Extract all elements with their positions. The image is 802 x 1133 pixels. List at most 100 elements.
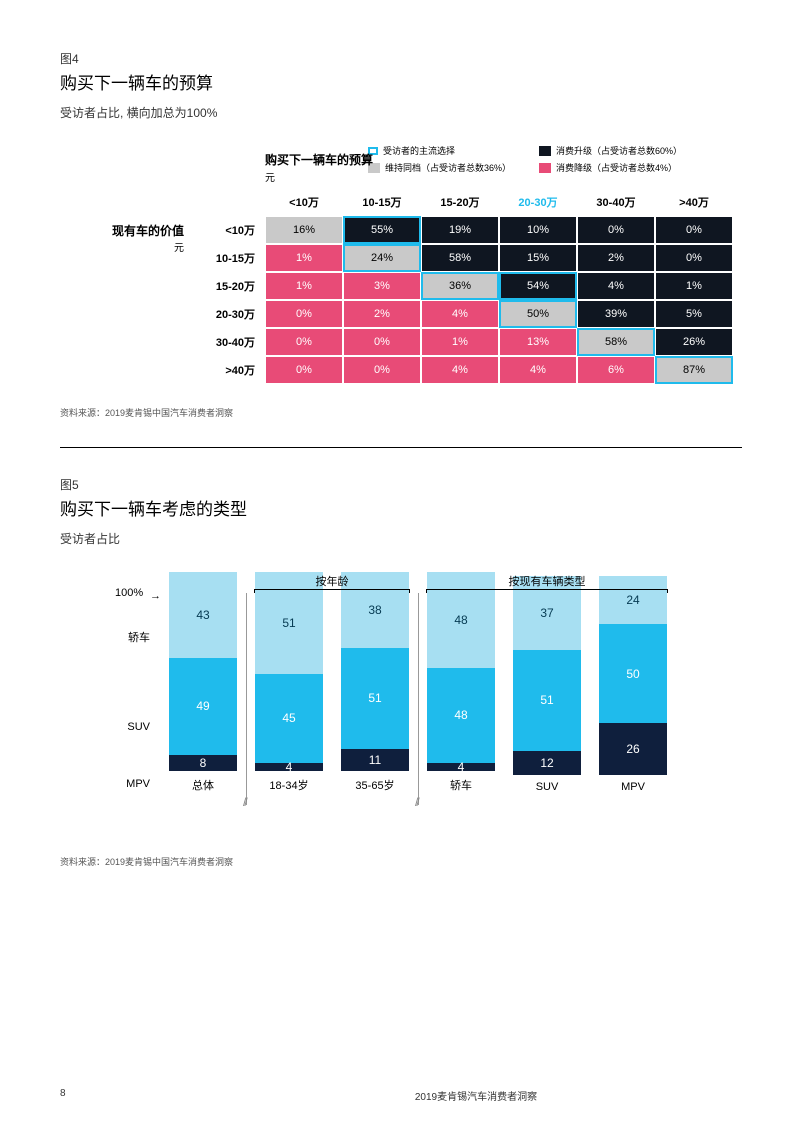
heatmap-cell: 3% xyxy=(343,272,421,300)
heatmap-cell: 58% xyxy=(577,328,655,356)
heatmap-col-title: 购买下一辆车的预算 xyxy=(265,151,742,168)
bar-column: 44551 18-34岁 xyxy=(254,571,324,793)
heatmap-cell: 1% xyxy=(265,272,343,300)
bar-column: 84943 总体 xyxy=(168,571,238,793)
bar-segment-mpv: 26 xyxy=(599,723,667,775)
figure-4: 图4 购买下一辆车的预算 受访者占比, 横向加总为100% 受访者的主流选择 消… xyxy=(60,50,742,419)
group-separator: // xyxy=(246,593,247,805)
heatmap-cell: 39% xyxy=(577,300,655,328)
fig4-title: 购买下一辆车的预算 xyxy=(60,69,742,94)
bar-segment-mpv: 11 xyxy=(341,749,409,771)
heatmap-row-label: 20-30万 xyxy=(190,300,265,328)
heatmap-cell: 4% xyxy=(421,300,499,328)
bar-column: 115138 35-65岁 xyxy=(340,571,410,793)
bar-segment-sedan: 43 xyxy=(169,572,237,658)
heatmap-container: 购买下一辆车的预算 元 <10万10-15万15-20万20-30万30-40万… xyxy=(60,151,742,384)
stacked-bar: 125137 xyxy=(513,575,581,775)
figure-5: 图5 购买下一辆车考虑的类型 受访者占比 100% → MPVSUV轿车 849… xyxy=(60,476,742,868)
heatmap-row-label: 15-20万 xyxy=(190,272,265,300)
fig5-subtitle: 受访者占比 xyxy=(60,530,742,547)
heatmap-cell: 4% xyxy=(421,356,499,384)
heatmap-col-title-sub: 元 xyxy=(265,169,742,184)
heatmap-cell: 19% xyxy=(421,216,499,244)
heatmap-cell: 6% xyxy=(577,356,655,384)
fig5-label: 图5 xyxy=(60,476,742,493)
series-axis-labels: MPV SUV 轿车 xyxy=(80,593,150,793)
page-number: 8 xyxy=(60,1088,210,1103)
heatmap-cell: 24% xyxy=(343,244,421,272)
heatmap-cell: 0% xyxy=(577,216,655,244)
bar-column: 44848轿车 xyxy=(426,571,496,793)
heatmap-cell: 15% xyxy=(499,244,577,272)
bar-column: 125137 SUV xyxy=(512,575,582,793)
bar-segment-suv: 51 xyxy=(513,650,581,751)
fig5-source: 资料来源：2019麦肯锡中国汽车消费者洞察 xyxy=(60,855,742,868)
group-bracket xyxy=(426,589,668,593)
heatmap-col-header: 15-20万 xyxy=(421,188,499,216)
stacked-bar: 115138 xyxy=(341,571,409,771)
series-label-sedan: 轿车 xyxy=(128,629,150,645)
bar-segment-suv: 48 xyxy=(427,668,495,764)
heatmap-cell: 16% xyxy=(265,216,343,244)
heatmap-cell: 87% xyxy=(655,356,733,384)
group-separator: // xyxy=(418,593,419,805)
heatmap-cell: 0% xyxy=(265,300,343,328)
heatmap-grid: <10万10-15万15-20万20-30万30-40万>40万现有车的价值元<… xyxy=(60,188,742,384)
heatmap-cell: 2% xyxy=(577,244,655,272)
group-label: 按年龄 xyxy=(254,573,410,589)
bar-segment-mpv: 4 xyxy=(255,763,323,771)
bar-x-label: 35-65岁 xyxy=(355,777,394,793)
heatmap-cell: 26% xyxy=(655,328,733,356)
bar-x-label: 总体 xyxy=(192,777,214,793)
heatmap-row-label: 10-15万 xyxy=(190,244,265,272)
bar-x-label: 18-34岁 xyxy=(269,777,308,793)
stacked-bar: 44551 xyxy=(255,571,323,771)
heatmap-cell: 55% xyxy=(343,216,421,244)
heatmap-cell: 4% xyxy=(577,272,655,300)
heatmap-cell: 0% xyxy=(655,244,733,272)
bar-x-label: MPV xyxy=(621,781,645,793)
heatmap-cell: 0% xyxy=(655,216,733,244)
stacked-bar: 44848 xyxy=(427,571,495,771)
heatmap-cell: 10% xyxy=(499,216,577,244)
heatmap-cell: 2% xyxy=(343,300,421,328)
stacked-bar: 84943 xyxy=(169,571,237,771)
series-label-mpv: MPV xyxy=(126,778,150,790)
footer-text: 2019麦肯锡汽车消费者洞察 xyxy=(210,1088,742,1103)
stacked-bar-chart: 100% → MPVSUV轿车 84943总体4455118-34岁115138… xyxy=(60,573,742,833)
fig4-subtitle: 受访者占比, 横向加总为100% xyxy=(60,104,742,121)
fig4-source: 资料来源：2019麦肯锡中国汽车消费者洞察 xyxy=(60,406,742,419)
bar-segment-suv: 45 xyxy=(255,674,323,764)
series-label-suv: SUV xyxy=(127,721,150,733)
heatmap-col-header: 20-30万 xyxy=(499,188,577,216)
heatmap-cell: 0% xyxy=(343,328,421,356)
fig4-label: 图4 xyxy=(60,50,742,67)
heatmap-cell: 4% xyxy=(499,356,577,384)
page-footer: 8 2019麦肯锡汽车消费者洞察 xyxy=(60,1088,742,1103)
heatmap-cell: 0% xyxy=(265,356,343,384)
bar-segment-suv: 50 xyxy=(599,624,667,724)
heatmap-cell: 50% xyxy=(499,300,577,328)
heatmap-cell: 1% xyxy=(655,272,733,300)
bar-column: 265024MPV xyxy=(598,575,668,793)
group-bracket xyxy=(254,589,410,593)
heatmap-col-header: 30-40万 xyxy=(577,188,655,216)
heatmap-col-header: >40万 xyxy=(655,188,733,216)
heatmap-cell: 54% xyxy=(499,272,577,300)
heatmap-cell: 13% xyxy=(499,328,577,356)
fig5-title: 购买下一辆车考虑的类型 xyxy=(60,495,742,520)
bar-segment-mpv: 8 xyxy=(169,755,237,771)
heatmap-col-header: <10万 xyxy=(265,188,343,216)
bar-segment-suv: 49 xyxy=(169,658,237,756)
heatmap-cell: 5% xyxy=(655,300,733,328)
divider xyxy=(60,447,742,448)
heatmap-cell: 1% xyxy=(421,328,499,356)
bar-segment-suv: 51 xyxy=(341,648,409,749)
heatmap-row-label: >40万 xyxy=(190,356,265,384)
heatmap-row-label: <10万 xyxy=(190,216,265,244)
bar-x-label: SUV xyxy=(536,781,559,793)
group-label: 按现有车辆类型 xyxy=(426,573,668,589)
heatmap-cell: 0% xyxy=(265,328,343,356)
heatmap-cell: 36% xyxy=(421,272,499,300)
heatmap-cell: 0% xyxy=(343,356,421,384)
